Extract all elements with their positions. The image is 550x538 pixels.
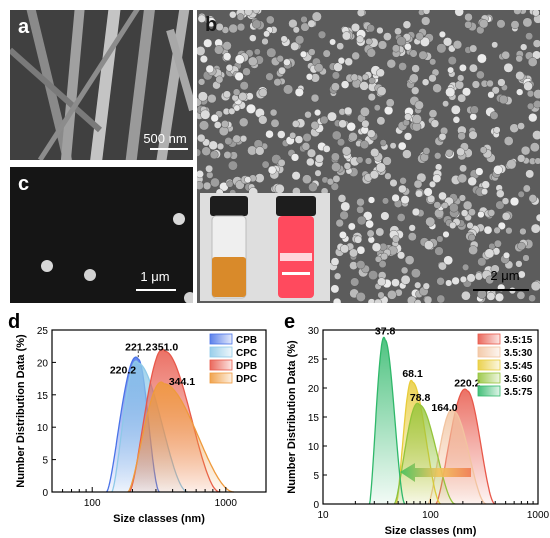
y-tick-label: 5: [313, 471, 319, 482]
scale-label-b: 2 μm: [490, 268, 520, 283]
x-tick-label: 1000: [215, 498, 238, 509]
scale-bar-b: [473, 289, 529, 291]
panel-label-c: c: [18, 173, 30, 195]
y-tick-label: 10: [37, 423, 49, 434]
panel-label-d: d: [8, 311, 21, 333]
series-area-DPC: [127, 382, 234, 492]
trend-arrow: [400, 463, 471, 482]
scale-bar-a: [150, 148, 188, 150]
peak-annotation: 78.8: [410, 392, 431, 404]
x-axis-label: Size classes (nm): [113, 513, 205, 525]
peak-annotation: 37.8: [375, 326, 396, 338]
x-tick-label: 100: [422, 510, 439, 521]
panel-label-e: e: [284, 311, 296, 333]
series-area-3.5:60: [394, 403, 456, 504]
legend-label: 3.5:60: [504, 374, 533, 385]
vials-illustration: [200, 193, 330, 301]
nanowire-texture: [10, 10, 193, 160]
panel-label-a: a: [18, 16, 30, 38]
legend-label: 3.5:75: [504, 387, 533, 398]
x-tick-label: 10: [317, 510, 329, 521]
y-tick-label: 15: [308, 413, 320, 424]
legend-swatch: [209, 372, 233, 384]
legend-swatch: [477, 385, 501, 397]
panel-c-sem-image: c 1 μm: [10, 167, 193, 303]
peak-annotation: 164.0: [431, 402, 457, 414]
legend-swatch: [477, 346, 501, 358]
panel-b-sem-image: b 2 μm: [197, 10, 540, 303]
series-area-3.5:75: [369, 337, 406, 504]
chart-e: 0 5 10 15 20 25 30 10 100 1000 Size classes (nm) Nu…: [286, 326, 550, 537]
y-tick-label: 25: [308, 355, 320, 366]
y-tick-label: 5: [42, 456, 48, 467]
legend-swatch: [477, 372, 501, 384]
y-tick-label: 10: [308, 442, 320, 453]
y-tick-label: 20: [308, 384, 320, 395]
legend-label: DPB: [236, 361, 257, 372]
sparse-particles: [10, 167, 193, 303]
x-tick-label: 1000: [527, 510, 550, 521]
legend-swatch: [209, 359, 233, 371]
series-line-3.5:60: [393, 402, 456, 505]
vial-cap-right: [276, 196, 316, 216]
scale-label-c: 1 μm: [140, 269, 170, 284]
nanoparticle-texture: [197, 10, 540, 303]
y-tick-label: 20: [37, 358, 49, 369]
x-tick-label: 100: [84, 498, 101, 509]
legend-label: CPB: [236, 335, 257, 346]
y-tick-label: 15: [37, 391, 49, 402]
y-tick-label: 0: [42, 488, 48, 499]
peak-annotation: 221.2: [125, 342, 151, 354]
legend-swatch: [209, 346, 233, 358]
chart-d: 0 5 10 15 20 25 100 1000 Size classes (nm) Number…: [15, 326, 267, 525]
plot-frame: [51, 329, 267, 493]
panel-a-sem-image: a 500 nm: [10, 10, 193, 160]
y-axis-label: Number Distribution Data (%): [286, 340, 298, 494]
vial-photo-inset: [200, 193, 330, 301]
y-tick-label: 25: [37, 326, 49, 337]
scale-label-a: 500 nm: [143, 131, 187, 146]
peak-annotation: 351.0: [152, 342, 178, 354]
legend-label: 3.5:15: [504, 335, 533, 346]
scale-bar-c: [136, 289, 176, 291]
legend-swatch: [477, 333, 501, 345]
peak-annotation: 220.2: [110, 364, 136, 376]
peak-annotation: 344.1: [169, 376, 195, 388]
panel-label-b: b: [205, 14, 218, 36]
y-tick-label: 0: [313, 500, 319, 511]
legend-label: DPC: [236, 374, 257, 385]
y-tick-label: 30: [308, 326, 320, 337]
legend-label: 3.5:30: [504, 348, 533, 359]
legend-swatch: [209, 333, 233, 345]
series-line-3.5:75: [368, 336, 406, 505]
peak-annotation: 68.1: [402, 368, 423, 380]
legend-label: CPC: [236, 348, 257, 359]
x-axis-label: Size classes (nm): [385, 525, 477, 537]
peak-annotation: 220.2: [454, 377, 480, 389]
legend-swatch: [477, 359, 501, 371]
vial-cap-left: [210, 196, 248, 216]
series-line-DPC: [127, 381, 234, 493]
y-axis-label: Number Distribution Data (%): [15, 334, 27, 488]
legend-label: 3.5:45: [504, 361, 533, 372]
